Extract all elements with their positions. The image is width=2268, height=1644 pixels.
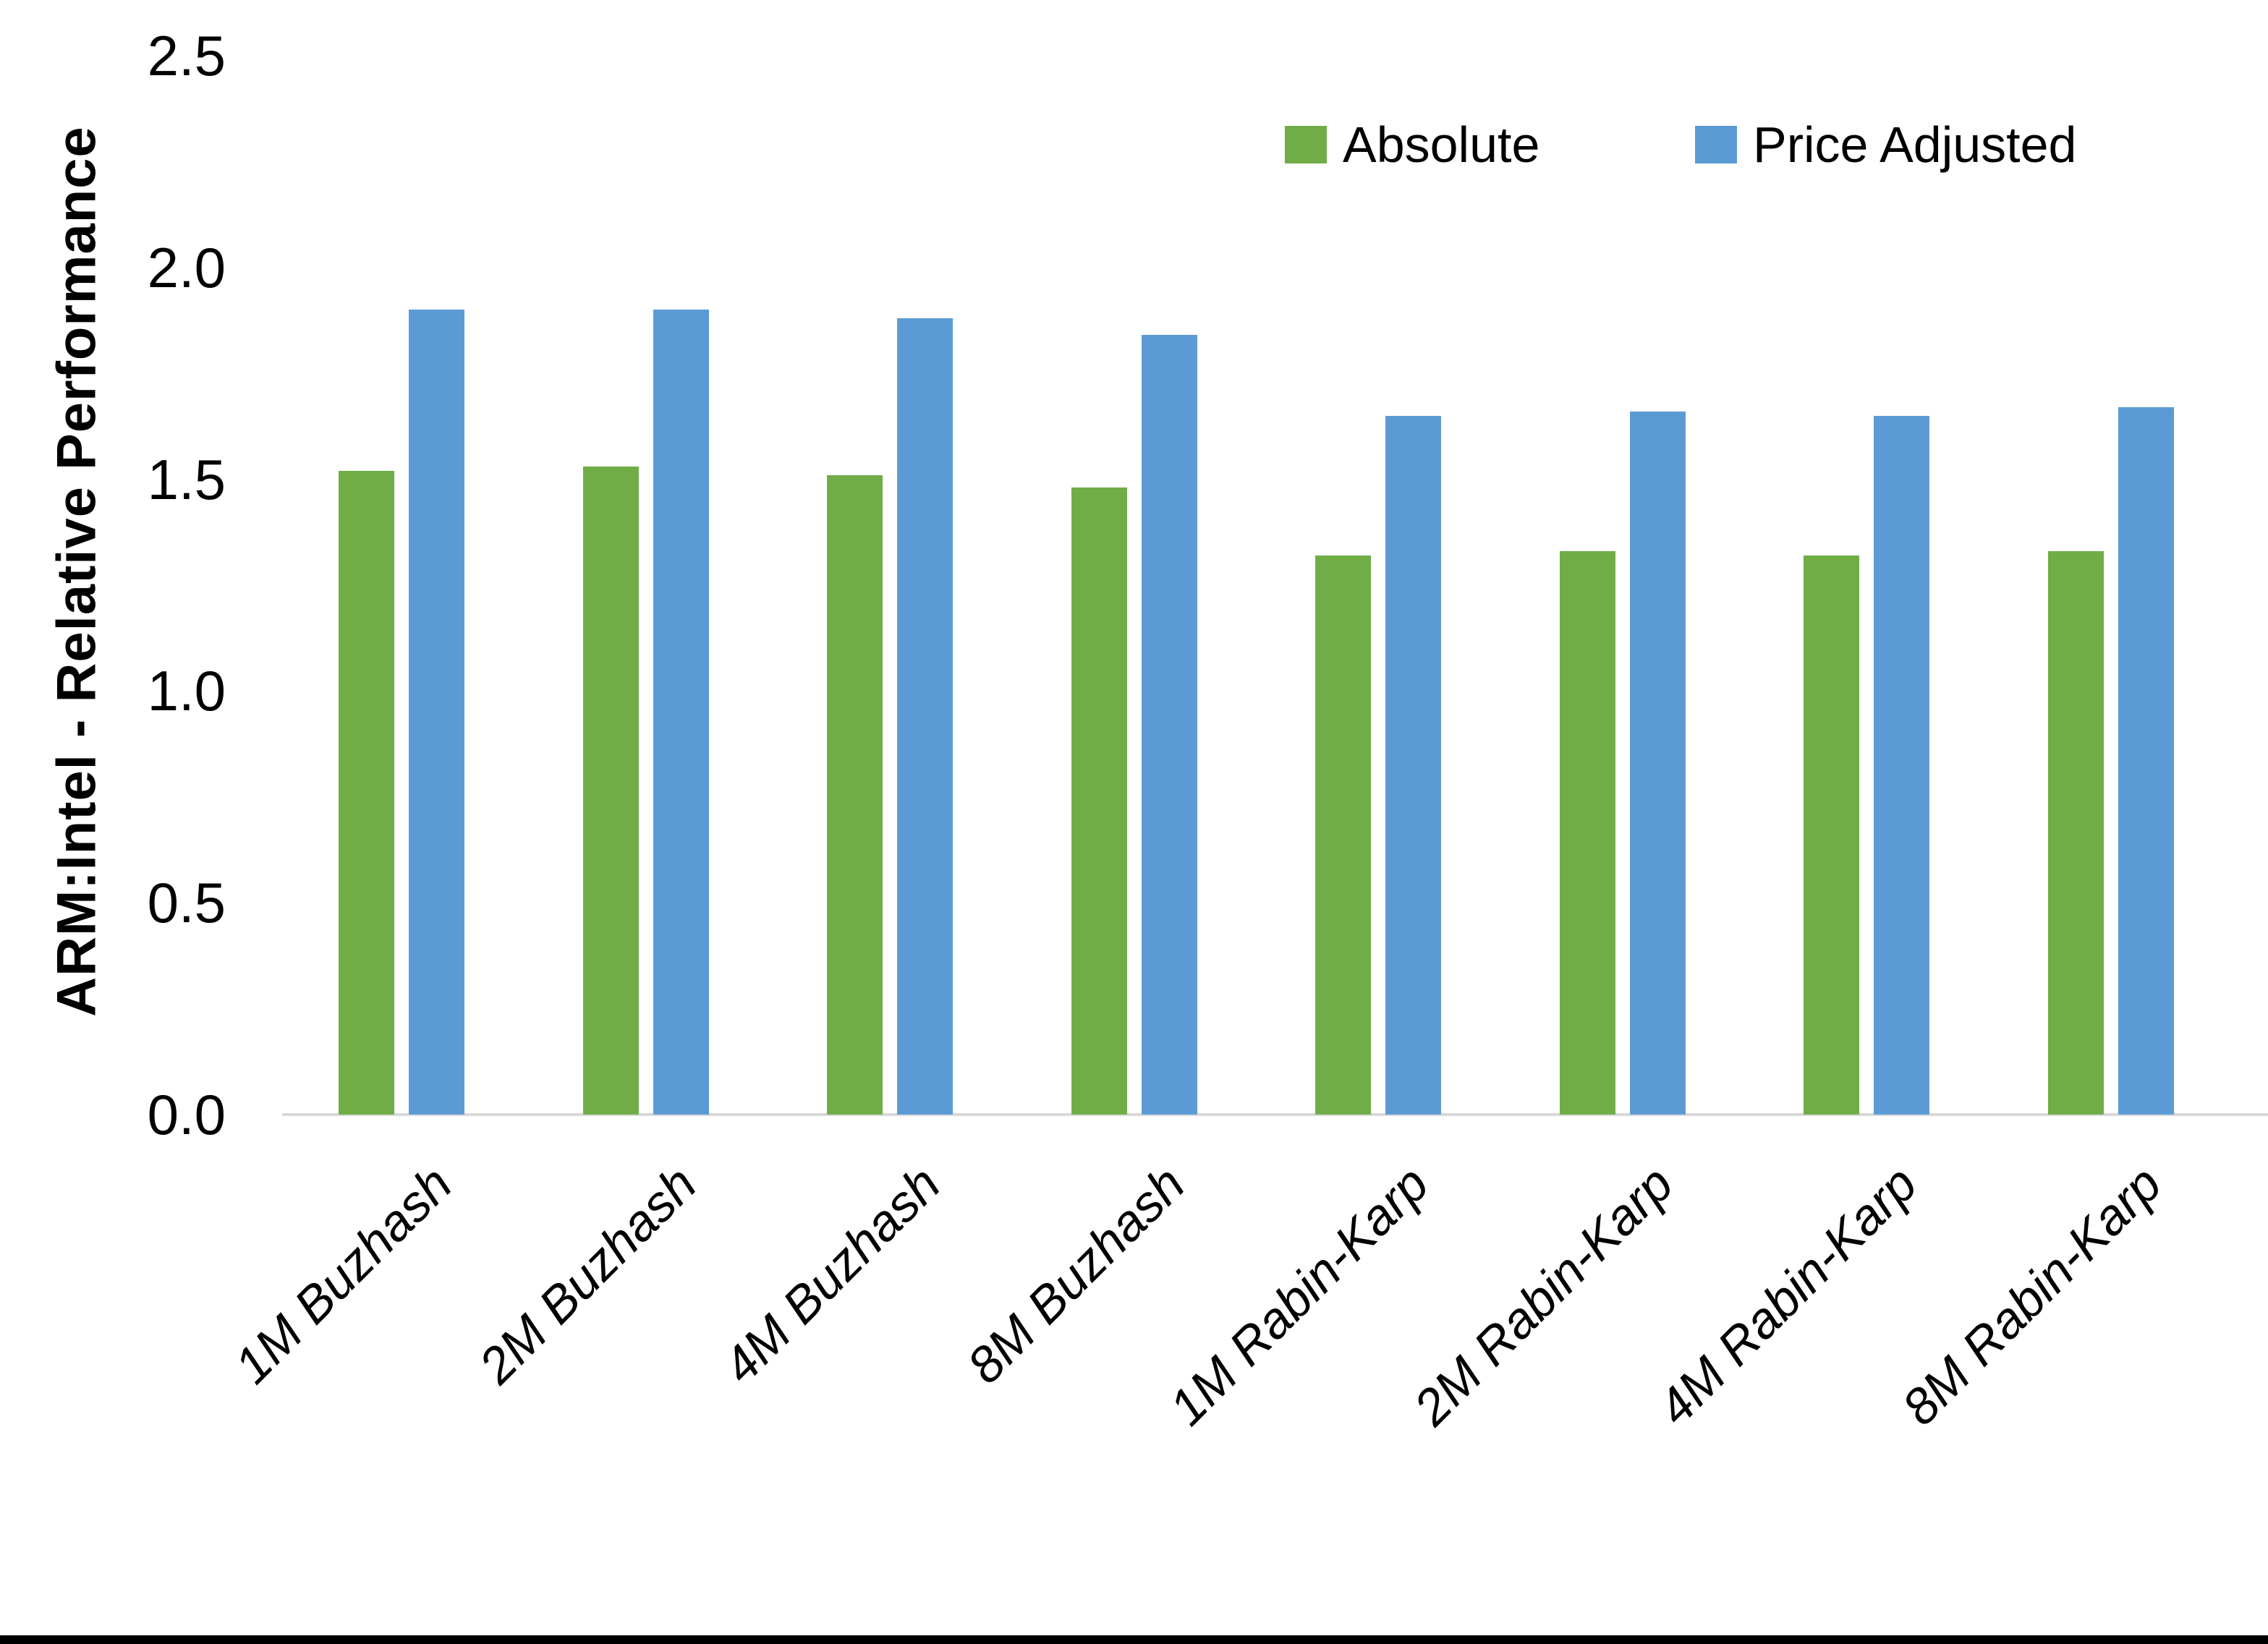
legend-item-price-adjusted: Price Adjusted (1695, 114, 2076, 175)
legend-label-absolute: Absolute (1343, 116, 1540, 173)
bar-price-adjusted-4m-buzhash (897, 318, 953, 1115)
legend-label-price-adjusted: Price Adjusted (1753, 116, 2077, 173)
x-category-label-2m-buzhash: 2M Buzhash (467, 1155, 707, 1394)
legend-item-absolute: Absolute (1285, 114, 1539, 175)
bar-price-adjusted-1m-rabin-karp (1385, 415, 1441, 1115)
bar-absolute-8m-rabin-karp (2047, 551, 2104, 1115)
bar-price-adjusted-4m-rabin-karp (1874, 415, 1929, 1115)
bar-price-adjusted-1m-buzhash (409, 310, 464, 1115)
bar-absolute-2m-buzhash (582, 467, 639, 1115)
x-category-label-8m-buzhash: 8M Buzhash (956, 1155, 1195, 1394)
bar-absolute-4m-rabin-karp (1804, 555, 1859, 1115)
x-category-label-8m-rabin-karp: 8M Rabin-Karp (1890, 1155, 2172, 1436)
bar-price-adjusted-8m-rabin-karp (2118, 407, 2174, 1115)
x-category-label-1m-buzhash: 1M Buzhash (224, 1155, 463, 1394)
bar-price-adjusted-2m-buzhash (653, 310, 709, 1115)
y-tick-label-0-5: 0.5 (147, 871, 226, 935)
bar-absolute-1m-buzhash (339, 470, 394, 1115)
x-category-label-1m-rabin-karp: 1M Rabin-Karp (1158, 1155, 1440, 1436)
x-category-label-4m-rabin-karp: 4M Rabin-Karp (1647, 1155, 1928, 1436)
y-tick-label-0-0: 0.0 (147, 1083, 226, 1146)
y-tick-label-2-5: 2.5 (147, 24, 226, 88)
legend-swatch-absolute (1285, 126, 1327, 163)
legend-swatch-price-adjusted (1695, 126, 1737, 163)
bar-price-adjusted-8m-buzhash (1141, 335, 1197, 1115)
bar-absolute-8m-buzhash (1071, 487, 1127, 1115)
y-tick-label-1-5: 1.5 (147, 447, 226, 511)
bar-price-adjusted-2m-rabin-karp (1629, 411, 1686, 1115)
y-tick-label-1-0: 1.0 (147, 659, 226, 723)
bar-absolute-2m-rabin-karp (1559, 551, 1615, 1115)
bar-absolute-1m-rabin-karp (1315, 555, 1371, 1115)
bar-absolute-4m-buzhash (827, 474, 883, 1115)
x-axis-line (282, 1113, 2268, 1116)
bottom-border (0, 1635, 2268, 1644)
y-tick-label-2-0: 2.0 (147, 235, 226, 299)
x-category-label-2m-rabin-karp: 2M Rabin-Karp (1402, 1155, 1683, 1436)
x-category-label-4m-buzhash: 4M Buzhash (712, 1155, 951, 1394)
